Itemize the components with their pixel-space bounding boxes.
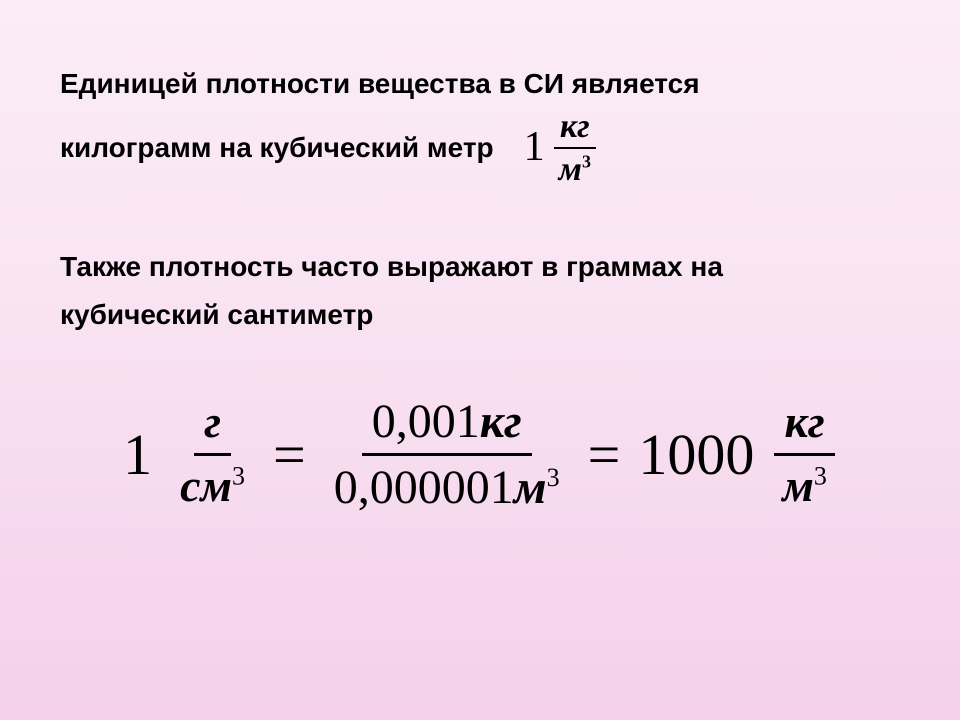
eq-left-coef: 1 [123,421,152,488]
para1-line2: килограмм на кубический метр [60,124,494,172]
eq-mid-den-unit: м [514,461,547,514]
eq-right-den-exp: 3 [814,461,827,490]
formula-top-den-var: м [559,151,582,188]
eq-right-den-var: м [782,460,814,511]
eq-left-frac: г см3 [170,396,255,513]
para2-line1: Также плотность часто выражают в граммах… [60,243,900,291]
slide-content: Единицей плотности вещества в СИ являетс… [0,0,960,555]
formula-top-num: кг [554,108,596,149]
eq-mid-frac: 0,001кг 0,000001м3 [324,394,570,515]
para1-line2-wrap: килограмм на кубический метр 1 кг м3 [60,108,900,189]
eq-right-coef: 1000 [638,421,754,488]
paragraph-2: Также плотность часто выражают в граммах… [60,243,900,338]
eq-sign-2: = [588,421,621,488]
eq-mid-den: 0,000001м3 [324,456,570,515]
formula-top-den-exp: 3 [582,152,591,172]
eq-right-num: кг [784,396,824,447]
eq-right-frac: кг м3 [772,396,837,513]
paragraph-1: Единицей плотности вещества в СИ являетс… [60,60,900,188]
eq-left-num: г [204,396,221,447]
para2-line2: кубический сантиметр [60,291,900,339]
eq-mid-den-val: 0,000001 [334,461,514,514]
formula-top-den: м3 [553,149,597,188]
para1-line1: Единицей плотности вещества в СИ являетс… [60,60,900,108]
eq-sign-1: = [273,421,306,488]
eq-mid-num: 0,001кг [362,394,532,456]
eq-mid-num-val: 0,001 [372,395,480,448]
formula-top-frac: кг м3 [553,108,597,189]
formula-top: 1 кг м3 [524,108,597,189]
eq-mid-den-exp: 3 [547,463,560,492]
eq-left-den-var: см [180,460,232,511]
eq-left-den-exp: 3 [232,461,245,490]
main-equation: 1 г см3 = 0,001кг 0,000001м3 = 1000 кг м… [60,394,900,515]
eq-mid-num-unit: кг [480,395,522,448]
formula-top-coef: 1 [524,112,545,183]
